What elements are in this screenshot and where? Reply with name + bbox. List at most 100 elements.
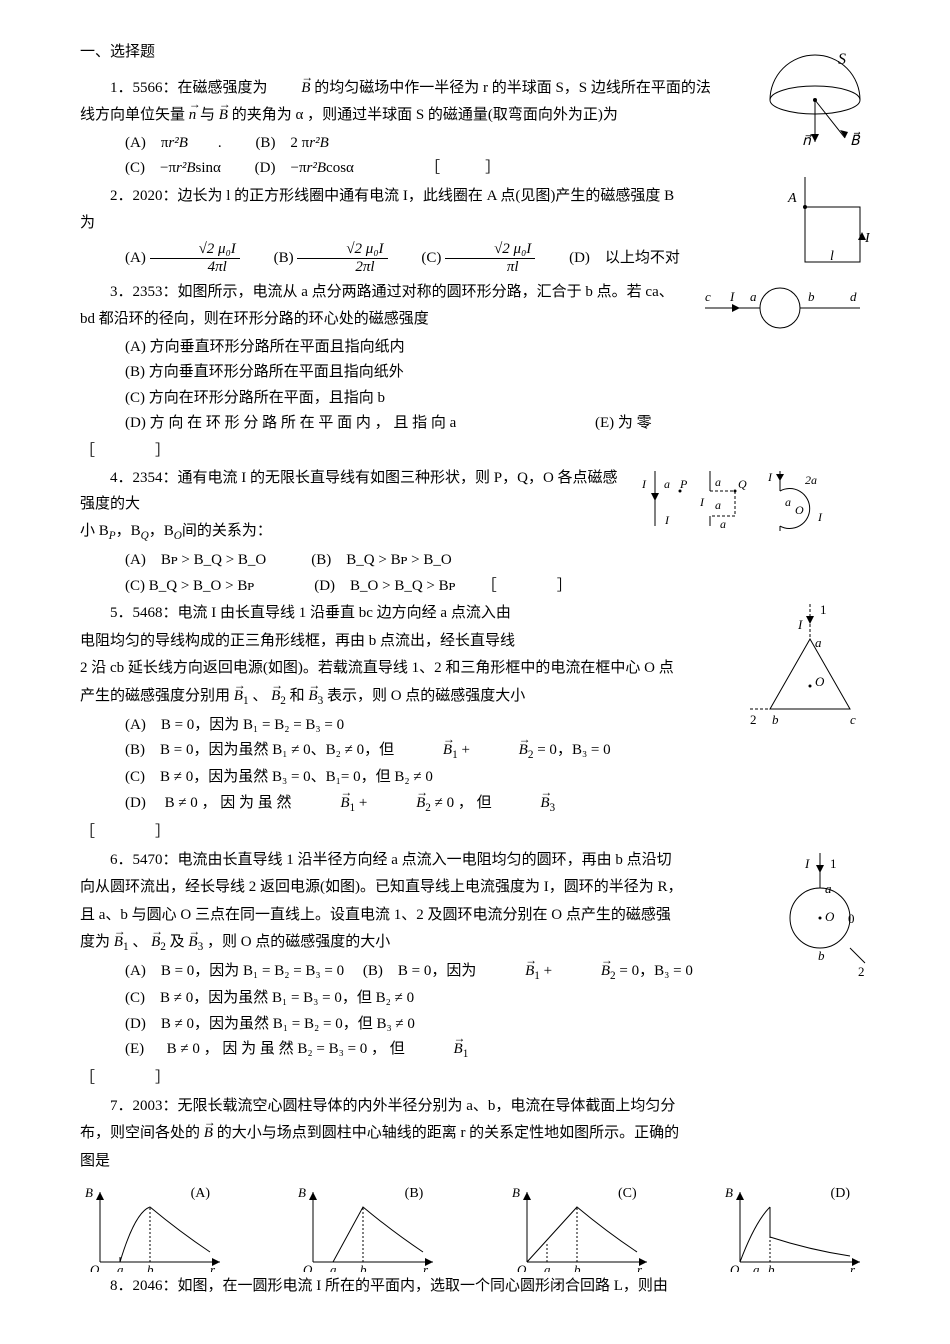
label-n: n⃗ [802,134,812,149]
q3-D: (D) 方 向 在 环 形 分 路 所 在 平 面 内 ， 且 指 向 a [125,415,456,431]
q6-id: 6．5470： [110,852,178,868]
q3-stem-line2: bd 都沿环的径向，则在环形分路的环心处的磁感强度 [80,307,870,333]
q5-D-pre: (D) B ≠ 0 ， 因 为 虽 然 [125,795,295,811]
q5-stem-f: 和 [290,688,305,704]
q1-stem-c: 线方向单位矢量 [80,107,185,123]
q2-A: (A) [125,250,146,266]
q4-D: (D) B_O > B_Q > Bᴘ [314,578,455,594]
q7-stem-b: 布，则空间各处的 [80,1125,200,1141]
q4-id: 4．2354： [110,470,178,486]
vec-Bsum6: B [480,959,534,985]
q6-stem-a: 电流由长直导线 1 沿半径方向经 a 点流入一电阻均匀的圆环，再由 b 点沿切 [178,852,672,868]
graph-D-label: (D) [831,1182,850,1206]
svg-text:a: a [117,1262,124,1272]
q1-stem-line2: 线方向单位矢量 n 与 B 的夹角为 α ，则通过半球面 S 的磁通量(取弯面向… [80,103,870,129]
q5-D-suf: ， 但 [458,795,496,811]
q4-sub-o: O [174,530,182,542]
svg-text:c: c [850,712,856,727]
q6-AB: (A) B = 0，因为 B₁ = B₂ = B₃ = 0 (B) B = 0，… [80,959,870,986]
q6-bracket: ［ ］ [80,1066,870,1092]
q4-stem-line1: 4．2354：通有电流 I 的无限长直导线有如图三种形状，则 P，Q，O 各点磁… [80,466,870,517]
q2-numB: √2 μ₀I [297,241,387,259]
q7-stem-a: 无限长载流空心圆柱导体的内外半径分别为 a、b，电流在导体截面上均匀分 [178,1098,676,1114]
q8-stem: 8．2046：如图，在一圆形电流 I 所在的平面内，选取一个同心圆形闭合回路 L… [80,1274,870,1300]
vec-B2: B [219,103,228,129]
q2-opts: (A) √2 μ₀I4πl (B) √2 μ₀I2πl (C) √2 μ₀Iπl… [80,239,870,278]
svg-text:b: b [768,1262,775,1272]
q6-B-mid: = 0 [616,963,639,979]
q1-A-r2b: r²B [168,135,188,151]
q5-id: 5．5468： [110,605,178,621]
label-B: B⃗ [850,131,861,149]
q4-B: (B) B_Q > Bᴘ > B_O [311,552,451,568]
vec-B2-6: B [151,930,160,956]
q4-optsAB: (A) Bᴘ > B_Q > B_O (B) B_Q > Bᴘ > B_O [80,548,870,574]
graph-C-label: (C) [618,1182,637,1206]
q6-B-suf: ，B₃ = 0 [639,963,693,979]
vec-n: n [189,103,197,129]
vec-Bsum5b: B [474,738,528,764]
vec-B2q5: B [271,684,280,710]
q2-denB: 2πl [297,259,387,276]
q2-numC: √2 μ₀I [445,241,535,259]
vec-B3d: B [495,791,549,817]
q6-B-pre: (B) B = 0，因为 [363,963,476,979]
q6-stem-f: 及 [170,934,185,950]
q5-B-pre: (B) B = 0，因为虽然 B₁ ≠ 0、B₂ ≠ 0，但 [125,742,394,758]
label-S: S [838,51,846,68]
vec-Bsum6b: B [556,959,610,985]
svg-text:B: B [725,1185,733,1200]
q5-stem-line1: 5．5468：电流 I 由长直导线 1 沿垂直 bc 边方向经 a 点流入由 [80,601,870,627]
q7-stem-c: 的大小与场点到圆柱中心轴线的距离 r 的关系定性地如图所示。正确的 [217,1125,680,1141]
q1-bracket: ［ ］ [433,160,501,176]
q5-B-mid: = 0 [533,742,556,758]
q5-bracket: ［ ］ [80,820,870,846]
q8-stem-text: 如图，在一圆形电流 I 所在的平面内，选取一个同心圆形闭合回路 L，则由 [178,1278,668,1294]
graph-A-label: (A) [191,1182,210,1206]
vec-B1e: B [409,1037,463,1063]
q6-stem-line1: 6．5470：电流由长直导线 1 沿半径方向经 a 点流入一电阻均匀的圆环，再由… [80,848,870,874]
graph-B-label: (B) [405,1182,424,1206]
section-heading: 一、选择题 [80,40,870,66]
q1-C-pre: (C) −π [125,160,176,176]
q2-numA: √2 μ₀I [150,241,240,259]
svg-text:O: O [517,1262,527,1272]
q2-D: (D) 以上均不对 [569,250,680,266]
svg-text:a: a [330,1262,337,1272]
vec-BsumDb: B [371,791,425,817]
q7-stem-line1: 7．2003：无限长载流空心圆柱导体的内外半径分别为 a、b，电流在导体截面上均… [80,1094,870,1120]
svg-text:b: b [772,712,779,727]
q1-opts-line1: (A) πr²B . (B) 2 πr²B [80,131,870,157]
graph-C: (C) B O a b r [507,1182,657,1282]
q1-D-r2b: r²B [307,160,327,176]
q6-stem-d: 度为 [80,934,110,950]
svg-text:O: O [303,1262,313,1272]
graph-B: (B) B O a b r [293,1182,443,1282]
vec-Bsum5: B [398,738,452,764]
q4-stem-b: 小 B [80,523,109,539]
q7-graph-row: (A) B O a b r (B) B O a b [80,1182,870,1282]
q4-stem-d: 间的关系为： [182,523,272,539]
vec-B3: B [308,684,317,710]
q3-B: (B) 方向垂直环形分路所在平面且指向纸外 [80,360,870,386]
q5-stem-line2: 电阻均匀的导线构成的正三角形线框，再由 b 点流出，经长直导线 [80,629,870,655]
q2-stem-a: 边长为 l 的正方形线圈中通有电流 I，此线圈在 A 点(见图)产生的磁感强度 … [178,188,675,204]
svg-text:2: 2 [750,712,757,727]
q5-stem-d: 产生的磁感强度分别用 [80,688,230,704]
svg-text:b: b [147,1262,154,1272]
svg-text:O: O [90,1262,100,1272]
q1-stem-e: 的夹角为 α ，则通过半球面 S 的磁通量(取弯面向外为正)为 [232,107,618,123]
q4-sub-q: Q [141,530,149,542]
q5-D: (D) B ≠ 0 ， 因 为 虽 然 B1 + B2 ≠ 0 ， 但 B3 [80,791,870,818]
svg-text:b: b [574,1262,581,1272]
svg-text:l: l [830,249,834,264]
q2-stem-line2: 为 [80,211,870,237]
q6-stem-line4: 度为 B1 、 B2 及 B3 ，则 O 点的磁感强度的大小 [80,930,870,957]
q6-E-pre: (E) B ≠ 0 ， 因 为 虽 然 B₂ = B₃ = 0 ， 但 [125,1041,409,1057]
q3-bracket: ［ ］ [80,439,870,465]
q2-denC: πl [445,259,535,276]
vec-B1-6: B [114,930,123,956]
q4-sub-p: P [109,530,116,542]
q6-E: (E) B ≠ 0 ， 因 为 虽 然 B₂ = B₃ = 0 ， 但 B1 [80,1037,870,1064]
q2-fracC: √2 μ₀Iπl [445,241,535,275]
